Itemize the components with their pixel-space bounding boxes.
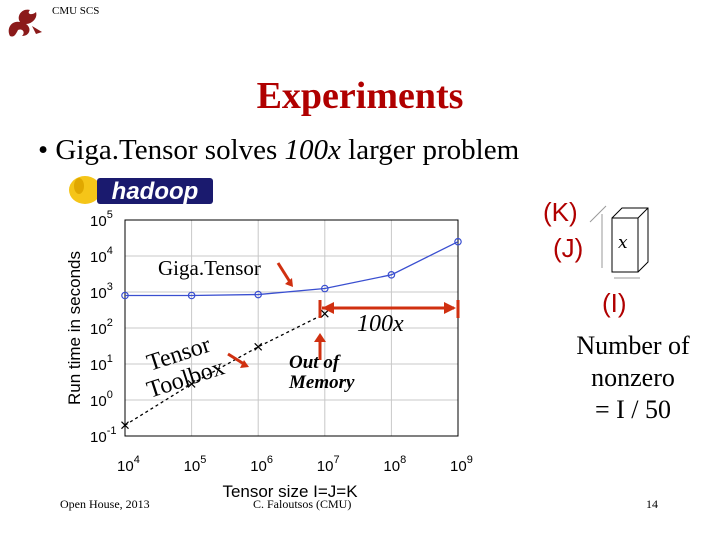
y-tick-label: 100 bbox=[90, 389, 113, 410]
series-layer bbox=[121, 237, 462, 430]
nonzero-note: Number of nonzero = I / 50 bbox=[548, 330, 718, 426]
data-point bbox=[454, 237, 462, 246]
data-point bbox=[254, 342, 263, 351]
hadoop-logo-text: hadoop bbox=[112, 178, 199, 205]
data-point bbox=[187, 379, 196, 388]
data-point bbox=[121, 421, 129, 430]
oom-line2: Memory bbox=[288, 372, 355, 393]
x-tick-label: 107 bbox=[317, 454, 340, 475]
bullet-suffix: larger problem bbox=[340, 134, 520, 166]
chart-grid bbox=[124, 219, 459, 437]
y-axis-label: Run time in seconds bbox=[65, 251, 84, 405]
k-dimension-label: (K) bbox=[543, 197, 578, 227]
bullet-prefix: • Giga.Tensor solves bbox=[38, 134, 285, 166]
tensor-cube-icon: x bbox=[589, 205, 649, 279]
x-tick-labels: 104 105 106 107 108 109 bbox=[117, 454, 473, 475]
footer-event: Open House, 2013 bbox=[60, 497, 150, 511]
speedup-label: 100x bbox=[357, 311, 404, 337]
data-point bbox=[320, 284, 329, 293]
data-point bbox=[387, 271, 396, 279]
data-point bbox=[254, 290, 263, 299]
slide-title: Experiments bbox=[256, 75, 464, 117]
cmu-dragon-logo-icon bbox=[8, 9, 42, 37]
y-tick-label: 102 bbox=[90, 317, 113, 338]
x-tick-label: 109 bbox=[450, 454, 473, 475]
data-point bbox=[187, 291, 196, 300]
toolbox-arrow bbox=[227, 352, 245, 366]
x-tick-label: 104 bbox=[117, 454, 140, 475]
y-tick-label: 103 bbox=[90, 281, 113, 302]
bullet-point: • Giga.Tensor solves 100x larger problem bbox=[38, 134, 519, 167]
x-tick-label: 105 bbox=[184, 454, 207, 475]
y-tick-label: 105 bbox=[90, 209, 113, 230]
nnz-line2: nonzero bbox=[591, 363, 675, 392]
plot-frame bbox=[124, 219, 459, 437]
org-label: CMU SCS bbox=[52, 5, 100, 17]
page-number: 14 bbox=[646, 497, 658, 511]
x-axis-label: Tensor size I=J=K bbox=[222, 482, 358, 501]
nnz-line3: = I / 50 bbox=[594, 395, 672, 424]
oom-line1: Out of bbox=[289, 352, 341, 373]
data-point bbox=[121, 291, 129, 300]
bullet-emphasis: 100x bbox=[284, 134, 341, 166]
x-tick-label: 106 bbox=[250, 454, 273, 475]
x-tick-label: 108 bbox=[383, 454, 406, 475]
nnz-line1: Number of bbox=[576, 331, 690, 360]
gigatensor-arrow bbox=[276, 262, 292, 283]
series-line-0 bbox=[125, 241, 459, 297]
series-line-1 bbox=[124, 313, 326, 426]
y-tick-label: 101 bbox=[90, 353, 113, 374]
cube-label: x bbox=[618, 233, 628, 253]
gigatensor-annotation: Giga.Tensor bbox=[158, 256, 261, 280]
y-tick-label: 104 bbox=[90, 245, 113, 266]
i-dimension-label: (I) bbox=[602, 288, 627, 318]
hadoop-logo: hadoop bbox=[65, 170, 215, 208]
j-dimension-label: (J) bbox=[553, 233, 584, 263]
y-tick-label: 10-1 bbox=[90, 425, 116, 446]
y-tick-labels: 10-1 100 101 102 103 104 105 bbox=[90, 209, 116, 446]
footer-author: C. Faloutsos (CMU) bbox=[253, 497, 352, 511]
data-point bbox=[320, 309, 329, 318]
